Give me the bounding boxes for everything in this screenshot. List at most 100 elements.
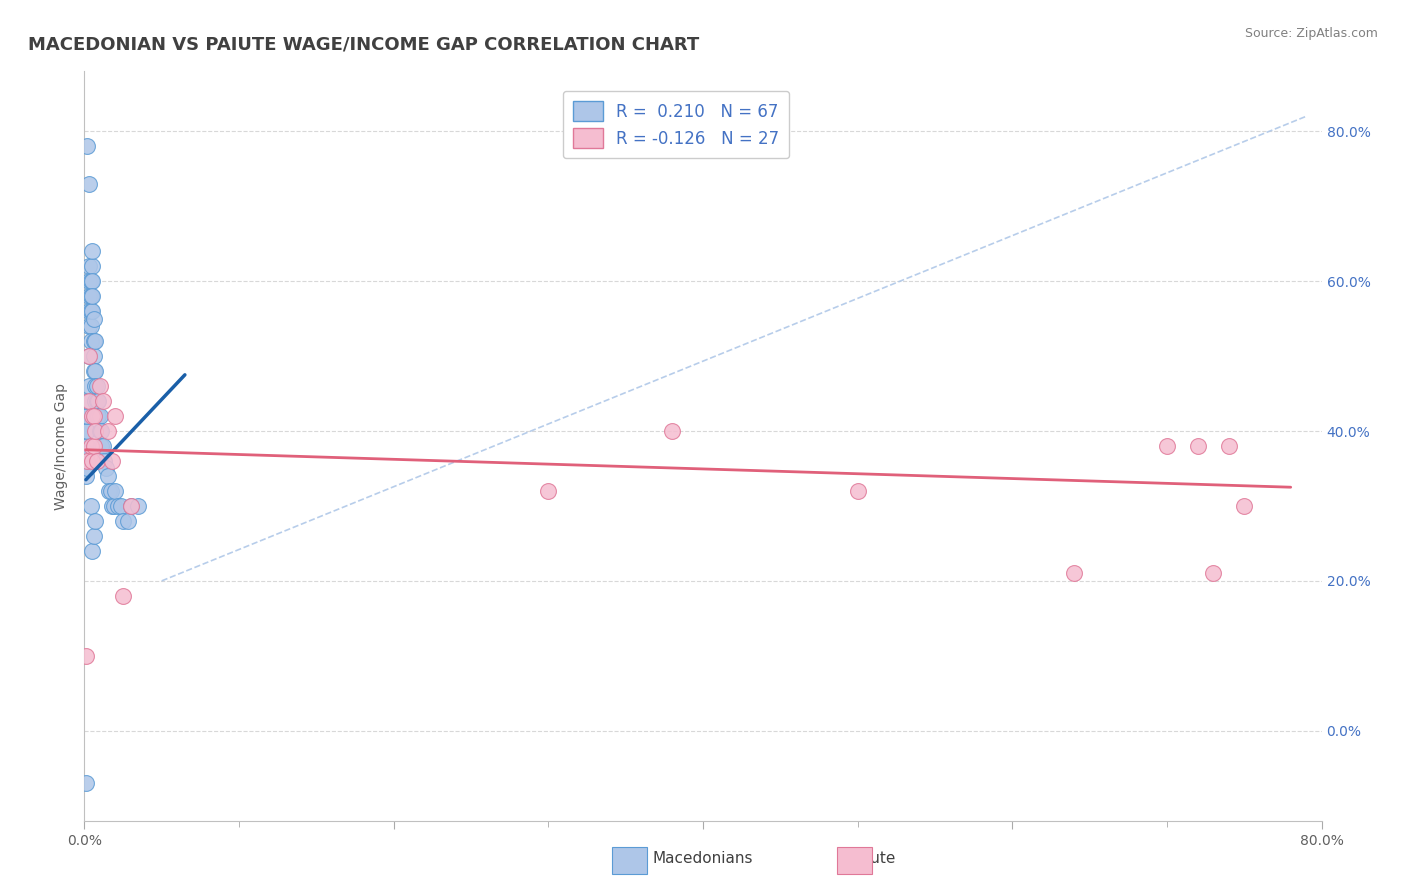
Point <box>79 334 101 348</box>
Point <box>101 499 124 513</box>
Point <box>83 364 105 378</box>
Text: Source: ZipAtlas.com: Source: ZipAtlas.com <box>1244 27 1378 40</box>
Point <box>112 589 135 603</box>
Point <box>75 648 97 663</box>
Point <box>82 259 104 273</box>
Point <box>76 446 98 460</box>
Point <box>75 439 97 453</box>
Text: Macedonians: Macedonians <box>652 851 754 865</box>
Point <box>76 454 98 468</box>
Point <box>83 334 105 348</box>
Point <box>75 409 97 423</box>
Point <box>94 461 117 475</box>
Legend: R =  0.210   N = 67, R = -0.126   N = 27: R = 0.210 N = 67, R = -0.126 N = 27 <box>562 91 789 158</box>
Point <box>87 394 110 409</box>
Point <box>127 499 149 513</box>
Point <box>96 469 118 483</box>
Point <box>89 409 111 423</box>
Point <box>82 244 104 259</box>
Point <box>76 461 98 475</box>
Point <box>110 499 132 513</box>
Point <box>86 409 108 423</box>
Point <box>120 499 142 513</box>
Point <box>82 289 104 303</box>
Point <box>76 439 98 453</box>
Point <box>90 424 112 438</box>
Point <box>1218 439 1240 453</box>
Point <box>75 776 97 790</box>
Point <box>77 319 100 334</box>
Point <box>84 364 107 378</box>
Point <box>79 304 101 318</box>
Point <box>1063 566 1085 581</box>
Point <box>84 394 107 409</box>
Point <box>82 454 104 468</box>
Point <box>86 379 108 393</box>
Point <box>79 319 101 334</box>
Point <box>83 529 105 543</box>
Point <box>82 274 104 288</box>
Point <box>79 439 101 453</box>
Point <box>84 334 107 348</box>
Point <box>75 469 97 483</box>
Point <box>1187 439 1209 453</box>
Point <box>79 289 101 303</box>
Point <box>82 544 104 558</box>
Point <box>83 311 105 326</box>
Point <box>100 483 122 498</box>
Point <box>84 424 107 438</box>
Point <box>91 439 114 453</box>
Text: Paiute: Paiute <box>848 851 896 865</box>
Point <box>77 274 100 288</box>
Point <box>90 439 112 453</box>
Point <box>103 499 125 513</box>
Point <box>1233 499 1256 513</box>
Text: MACEDONIAN VS PAIUTE WAGE/INCOME GAP CORRELATION CHART: MACEDONIAN VS PAIUTE WAGE/INCOME GAP COR… <box>28 36 699 54</box>
Point <box>89 424 111 438</box>
Point <box>77 349 100 363</box>
Point <box>91 394 114 409</box>
Point <box>79 499 101 513</box>
Point <box>537 483 560 498</box>
Point <box>96 424 118 438</box>
Point <box>75 424 97 438</box>
Point <box>76 139 98 153</box>
Point <box>661 424 683 438</box>
Point <box>104 483 127 498</box>
Point <box>77 177 100 191</box>
Point <box>83 349 105 363</box>
Point <box>82 409 104 423</box>
Point <box>77 259 100 273</box>
Point <box>104 409 127 423</box>
Point <box>98 483 121 498</box>
Point <box>77 349 100 363</box>
Point <box>86 454 108 468</box>
Point <box>84 379 107 393</box>
Point <box>76 394 98 409</box>
Point <box>112 514 135 528</box>
Point <box>1156 439 1178 453</box>
Point <box>87 409 110 423</box>
Point <box>86 394 108 409</box>
Point <box>89 379 111 393</box>
Point <box>117 514 139 528</box>
Point <box>77 289 100 303</box>
Point <box>84 514 107 528</box>
Point <box>77 394 100 409</box>
Point <box>101 454 124 468</box>
Point <box>846 483 869 498</box>
Point <box>76 424 98 438</box>
Point <box>77 379 100 393</box>
Point <box>93 454 115 468</box>
Point <box>1202 566 1225 581</box>
Point <box>83 409 105 423</box>
Point <box>120 499 142 513</box>
Y-axis label: Wage/Income Gap: Wage/Income Gap <box>55 383 69 509</box>
Point <box>107 499 129 513</box>
Point <box>77 304 100 318</box>
Point <box>83 439 105 453</box>
Point <box>76 409 98 423</box>
Point <box>79 274 101 288</box>
Point <box>75 454 97 468</box>
Point <box>82 304 104 318</box>
